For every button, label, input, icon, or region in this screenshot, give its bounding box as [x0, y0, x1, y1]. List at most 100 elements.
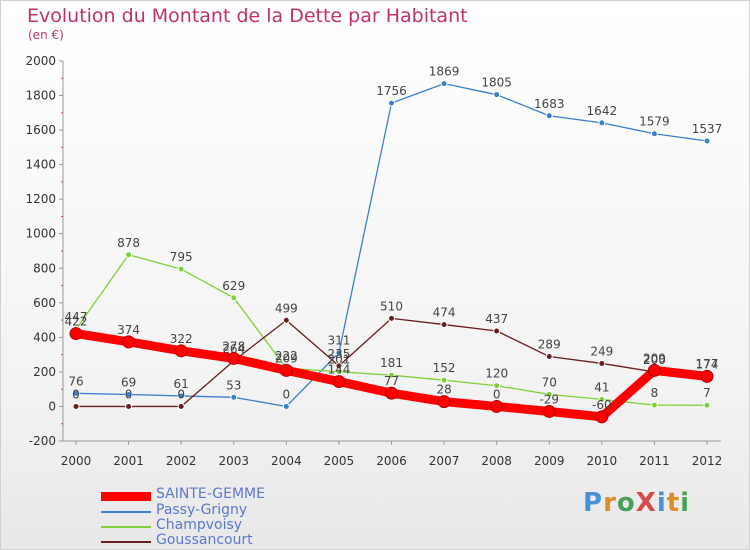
data-point-passy-grigny — [493, 91, 501, 99]
data-point-sainte-gemme — [332, 375, 346, 389]
data-label-champvoisy: 7 — [703, 386, 711, 400]
data-label-goussancourt: 264 — [222, 342, 245, 356]
data-label-champvoisy: 120 — [485, 367, 508, 381]
x-tick-label: 2006 — [376, 454, 407, 468]
x-tick-label: 2001 — [113, 454, 144, 468]
data-point-goussancourt — [493, 327, 501, 335]
data-point-sainte-gemme — [700, 369, 714, 383]
data-point-goussancourt — [177, 402, 185, 410]
logo-letter: i — [680, 488, 691, 518]
data-label-sainte-gemme: 209 — [275, 351, 298, 365]
y-tick-label: 1800 — [25, 89, 56, 103]
data-label-sainte-gemme: 374 — [117, 323, 140, 337]
data-label-passy-grigny: 61 — [174, 377, 189, 391]
x-tick-label: 2004 — [271, 454, 302, 468]
data-label-sainte-gemme: 77 — [384, 374, 399, 388]
legend-label-goussancourt: Goussancourt — [156, 532, 253, 548]
data-label-sainte-gemme: -29 — [539, 392, 559, 406]
data-label-passy-grigny: 53 — [226, 378, 241, 392]
data-label-passy-grigny: 1683 — [534, 97, 565, 111]
y-tick-label: 1200 — [25, 192, 56, 206]
y-tick-label: 800 — [33, 261, 56, 275]
data-point-passy-grigny — [388, 99, 395, 107]
x-tick-label: 2002 — [166, 454, 197, 468]
logo-letter: o — [616, 488, 636, 518]
data-label-goussancourt: 474 — [433, 306, 456, 320]
data-point-sainte-gemme — [122, 335, 136, 349]
data-point-passy-grigny — [650, 130, 658, 138]
data-point-goussancourt — [335, 362, 343, 370]
data-label-sainte-gemme: 209 — [643, 351, 666, 365]
data-label-champvoisy: 70 — [542, 375, 557, 389]
data-label-sainte-gemme: 0 — [493, 387, 501, 401]
data-label-sainte-gemme: 144 — [327, 363, 350, 377]
data-point-goussancourt — [598, 359, 606, 367]
data-point-passy-grigny — [598, 119, 606, 127]
y-tick-label: 400 — [33, 330, 56, 344]
data-label-champvoisy: 181 — [380, 356, 403, 370]
data-point-champvoisy — [545, 390, 553, 398]
data-point-champvoisy — [703, 401, 711, 409]
data-label-champvoisy: 878 — [117, 236, 140, 250]
data-point-champvoisy — [388, 371, 395, 379]
data-point-sainte-gemme — [437, 395, 451, 409]
data-label-sainte-gemme: 278 — [222, 339, 245, 353]
data-point-champvoisy — [125, 251, 133, 259]
y-tick-label: 1600 — [25, 123, 56, 137]
y-tick-label: 200 — [33, 365, 56, 379]
proxiti-logo: ProXiti — [583, 488, 690, 518]
legend-swatch-passy-grigny — [101, 511, 151, 513]
data-point-sainte-gemme — [279, 363, 293, 377]
data-point-champvoisy — [440, 376, 448, 384]
data-point-passy-grigny — [230, 393, 238, 401]
x-tick-label: 2000 — [61, 454, 92, 468]
logo-letter: P — [583, 488, 604, 518]
data-label-passy-grigny: 311 — [327, 334, 350, 348]
data-label-champvoisy: 41 — [594, 380, 609, 394]
data-label-passy-grigny: 1869 — [429, 65, 460, 79]
data-point-goussancourt — [545, 353, 553, 361]
data-label-sainte-gemme: 422 — [65, 315, 88, 329]
data-label-champvoisy: 447 — [65, 310, 88, 324]
x-tick-label: 2011 — [639, 454, 670, 468]
data-point-sainte-gemme — [227, 351, 241, 365]
data-point-goussancourt — [440, 321, 448, 329]
x-tick-label: 2007 — [429, 454, 460, 468]
data-label-goussancourt: 510 — [380, 299, 403, 313]
x-tick-label: 2005 — [324, 454, 355, 468]
data-point-sainte-gemme — [69, 327, 83, 341]
data-point-passy-grigny — [335, 349, 343, 357]
data-point-sainte-gemme — [647, 363, 661, 377]
data-label-passy-grigny: 0 — [283, 387, 291, 401]
data-label-sainte-gemme: -60 — [592, 398, 612, 412]
x-tick-label: 2010 — [587, 454, 618, 468]
data-label-goussancourt: 235 — [327, 347, 350, 361]
data-label-goussancourt: 249 — [590, 344, 613, 358]
x-tick-label: 2008 — [481, 454, 512, 468]
data-point-goussancourt — [388, 314, 395, 322]
data-point-goussancourt — [72, 402, 80, 410]
chart-subtitle: (en €) — [28, 28, 64, 42]
data-point-champvoisy — [650, 401, 658, 409]
data-label-goussancourt: 200 — [643, 353, 666, 367]
x-tick-label: 2009 — [534, 454, 565, 468]
data-point-sainte-gemme — [385, 386, 398, 400]
logo-letter: t — [666, 488, 681, 518]
data-point-passy-grigny — [703, 137, 711, 145]
data-label-champvoisy: 152 — [433, 361, 456, 375]
y-tick-label: 1000 — [25, 227, 56, 241]
data-label-passy-grigny: 1805 — [481, 76, 512, 90]
y-tick-label: 2000 — [25, 54, 56, 68]
data-label-champvoisy: 8 — [651, 386, 659, 400]
data-label-passy-grigny: 1756 — [376, 84, 407, 98]
data-label-champvoisy: 795 — [170, 250, 193, 264]
data-point-goussancourt — [125, 402, 133, 410]
data-point-goussancourt — [282, 316, 290, 324]
logo-letter: i — [656, 488, 667, 518]
legend-label-champvoisy: Champvoisy — [156, 517, 243, 533]
data-label-champvoisy: 222 — [275, 349, 298, 363]
data-label-goussancourt: 0 — [72, 387, 80, 401]
data-label-goussancourt: 437 — [485, 312, 508, 326]
data-label-passy-grigny: 76 — [68, 374, 83, 388]
